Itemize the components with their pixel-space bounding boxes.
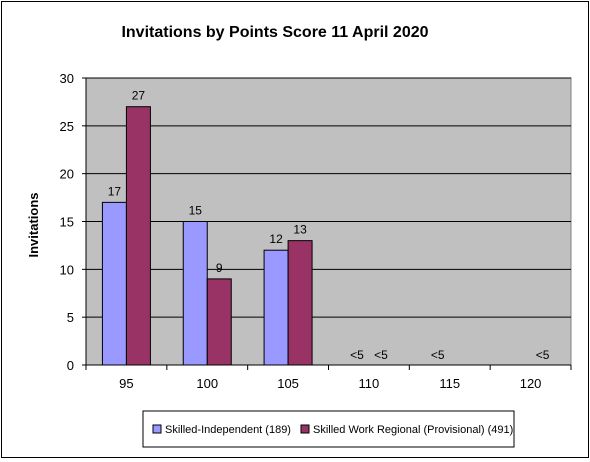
legend-box (142, 410, 515, 448)
data-label: 13 (293, 223, 307, 237)
x-tick-label: 95 (119, 376, 133, 391)
x-tick-label: 100 (196, 376, 218, 391)
data-label: 17 (108, 184, 122, 198)
y-axis-label: Invitations (26, 192, 41, 257)
y-tick-label: 10 (60, 262, 74, 277)
data-label: <5 (374, 348, 388, 362)
gridlines (86, 77, 571, 318)
x-tick-label: 115 (439, 376, 460, 391)
y-tick-labels: 0 5 10 15 20 25 30 (60, 71, 74, 373)
bars (101, 106, 313, 366)
chart-title: Invitations by Points Score 11 April 202… (121, 24, 428, 41)
data-label: <5 (350, 348, 364, 362)
y-tick-label: 0 (67, 358, 74, 373)
data-label: 27 (132, 89, 146, 103)
data-label: <5 (431, 348, 445, 362)
bar-chart: Invitations by Points Score 11 April 202… (26, 24, 572, 448)
y-tick-label: 25 (60, 119, 74, 134)
y-tick-label: 5 (67, 310, 74, 325)
x-tick-labels: 95 100 105 110 115 120 (119, 376, 541, 391)
y-tick-label: 15 (60, 215, 74, 230)
data-label: <5 (536, 348, 550, 362)
bar (101, 201, 127, 366)
data-label: 15 (189, 204, 203, 218)
legend-swatch (300, 424, 310, 434)
x-tick-label: 120 (520, 376, 542, 391)
y-tick-label: 30 (60, 71, 74, 86)
bar (125, 106, 151, 366)
legend-label: Skilled-Independent (189) (165, 424, 291, 436)
x-tick-label: 105 (277, 376, 299, 391)
data-label: 9 (216, 261, 223, 275)
bar (206, 278, 232, 366)
x-tick-label: 110 (359, 376, 380, 391)
legend: Skilled-Independent (189) Skilled Work Re… (142, 410, 515, 448)
axes (82, 77, 572, 370)
legend-label: Skilled Work Regional (Provisional) (491… (313, 424, 513, 436)
data-label: 12 (269, 232, 283, 246)
data-labels: 17 27 15 9 12 13 <5 <5 <5 <5 (108, 89, 550, 362)
bar (263, 249, 289, 366)
y-tick-label: 20 (60, 167, 74, 182)
bar (182, 221, 208, 366)
bar (287, 240, 313, 366)
legend-swatch (152, 424, 162, 434)
